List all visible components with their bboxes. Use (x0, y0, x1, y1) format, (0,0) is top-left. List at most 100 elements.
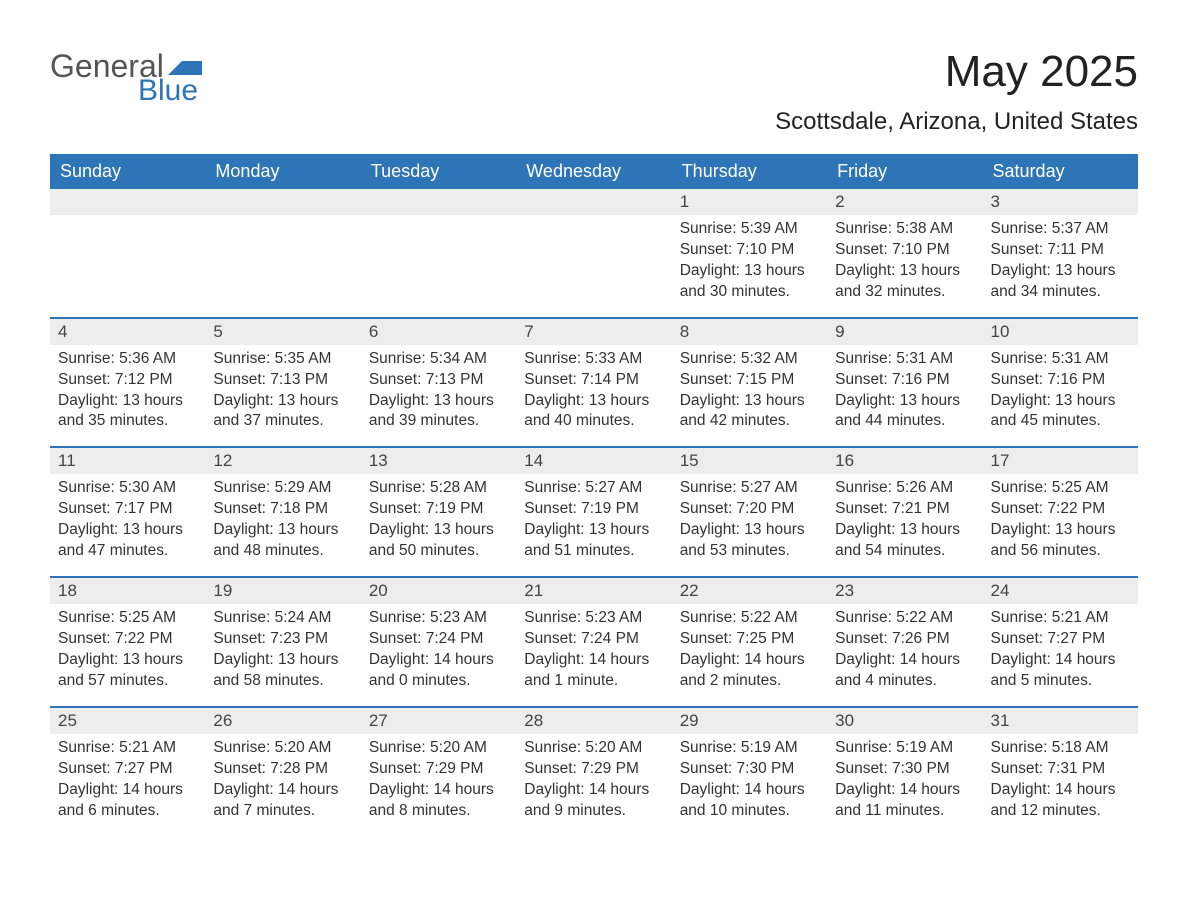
daylight-text: Daylight: 14 hours and 9 minutes. (524, 780, 663, 822)
day-number: 24 (991, 581, 1010, 600)
day-number: 29 (680, 711, 699, 730)
sunrise-text: Sunrise: 5:28 AM (369, 478, 508, 499)
calendar-cell: 27 Sunrise: 5:20 AMSunset: 7:29 PMDayligh… (361, 708, 516, 836)
day-number: 27 (369, 711, 388, 730)
day-number-row (205, 189, 360, 215)
sunset-text: Sunset: 7:29 PM (369, 759, 508, 780)
sunrise-text: Sunrise: 5:39 AM (680, 219, 819, 240)
calendar-cell: 28Sunrise: 5:20 AMSunset: 7:29 PMDayligh… (516, 708, 671, 836)
weekday-label: Monday (205, 154, 360, 189)
calendar-cell: 11 Sunrise: 5:30 AMSunset: 7:17 PMDayligh… (50, 448, 205, 576)
day-number: 25 (58, 711, 77, 730)
calendar-grid: Sunday Monday Tuesday Wednesday Thursday… (50, 154, 1138, 835)
weekday-label: Sunday (50, 154, 205, 189)
day-number: 16 (835, 451, 854, 470)
day-number: 31 (991, 711, 1010, 730)
sunset-text: Sunset: 7:17 PM (58, 499, 197, 520)
day-number: 15 (680, 451, 699, 470)
daylight-text: Daylight: 14 hours and 6 minutes. (58, 780, 197, 822)
day-number-row: 1 (672, 189, 827, 215)
calendar-cell: 21Sunrise: 5:23 AMSunset: 7:24 PMDayligh… (516, 578, 671, 706)
day-number-row: 29 (672, 708, 827, 734)
day-number-row: 22 (672, 578, 827, 604)
sunrise-text: Sunrise: 5:36 AM (58, 349, 197, 370)
day-number: 5 (213, 322, 222, 341)
calendar-cell (205, 189, 360, 317)
day-number-row: 17 (983, 448, 1138, 474)
calendar-cell: 7Sunrise: 5:33 AMSunset: 7:14 PMDaylight… (516, 319, 671, 447)
day-number: 22 (680, 581, 699, 600)
day-number-row: 7 (516, 319, 671, 345)
day-number-row: 12 (205, 448, 360, 474)
day-number: 12 (213, 451, 232, 470)
daylight-text: Daylight: 14 hours and 12 minutes. (991, 780, 1130, 822)
daylight-text: Daylight: 13 hours and 56 minutes. (991, 520, 1130, 562)
calendar-week: 4Sunrise: 5:36 AMSunset: 7:12 PMDaylight… (50, 317, 1138, 447)
day-number: 11 (58, 451, 76, 470)
day-number: 3 (991, 192, 1000, 211)
day-number: 4 (58, 322, 67, 341)
month-title: May 2025 (775, 50, 1138, 94)
calendar-cell: 2Sunrise: 5:38 AMSunset: 7:10 PMDaylight… (827, 189, 982, 317)
calendar-cell: 1Sunrise: 5:39 AMSunset: 7:10 PMDaylight… (672, 189, 827, 317)
logo-text-blue: Blue (138, 76, 202, 106)
daylight-text: Daylight: 13 hours and 39 minutes. (369, 391, 508, 433)
sunset-text: Sunset: 7:22 PM (58, 629, 197, 650)
sunset-text: Sunset: 7:28 PM (213, 759, 352, 780)
day-number-row (50, 189, 205, 215)
calendar-cell: 19Sunrise: 5:24 AMSunset: 7:23 PMDayligh… (205, 578, 360, 706)
weekday-label: Saturday (983, 154, 1138, 189)
daylight-text: Daylight: 13 hours and 57 minutes. (58, 650, 197, 692)
sunrise-text: Sunrise: 5:25 AM (58, 608, 197, 629)
daylight-text: Daylight: 14 hours and 10 minutes. (680, 780, 819, 822)
daylight-text: Daylight: 14 hours and 4 minutes. (835, 650, 974, 692)
day-number-row: 24 (983, 578, 1138, 604)
day-number-row: 23 (827, 578, 982, 604)
calendar-cell: 31Sunrise: 5:18 AMSunset: 7:31 PMDayligh… (983, 708, 1138, 836)
sunset-text: Sunset: 7:25 PM (680, 629, 819, 650)
sunrise-text: Sunrise: 5:24 AM (213, 608, 352, 629)
calendar-cell (361, 189, 516, 317)
daylight-text: Daylight: 13 hours and 47 minutes. (58, 520, 197, 562)
sunset-text: Sunset: 7:11 PM (991, 240, 1130, 261)
day-number: 30 (835, 711, 854, 730)
sunrise-text: Sunrise: 5:18 AM (991, 738, 1130, 759)
daylight-text: Daylight: 13 hours and 42 minutes. (680, 391, 819, 433)
weekday-label: Tuesday (361, 154, 516, 189)
sunset-text: Sunset: 7:15 PM (680, 370, 819, 391)
sunrise-text: Sunrise: 5:27 AM (524, 478, 663, 499)
day-number: 19 (213, 581, 232, 600)
daylight-text: Daylight: 13 hours and 53 minutes. (680, 520, 819, 562)
sunrise-text: Sunrise: 5:37 AM (991, 219, 1130, 240)
weekday-label: Thursday (672, 154, 827, 189)
calendar-cell: 26Sunrise: 5:20 AMSunset: 7:28 PMDayligh… (205, 708, 360, 836)
calendar-cell: 30Sunrise: 5:19 AMSunset: 7:30 PMDayligh… (827, 708, 982, 836)
sunrise-text: Sunrise: 5:27 AM (680, 478, 819, 499)
sunrise-text: Sunrise: 5:23 AM (524, 608, 663, 629)
daylight-text: Daylight: 14 hours and 5 minutes. (991, 650, 1130, 692)
day-number-row: 8 (672, 319, 827, 345)
sunrise-text: Sunrise: 5:30 AM (58, 478, 197, 499)
sunrise-text: Sunrise: 5:20 AM (369, 738, 508, 759)
calendar-cell: 14Sunrise: 5:27 AMSunset: 7:19 PMDayligh… (516, 448, 671, 576)
daylight-text: Daylight: 13 hours and 32 minutes. (835, 261, 974, 303)
day-number: 14 (524, 451, 543, 470)
sunrise-text: Sunrise: 5:26 AM (835, 478, 974, 499)
weekday-label: Wednesday (516, 154, 671, 189)
day-number: 8 (680, 322, 689, 341)
calendar-cell: 17Sunrise: 5:25 AMSunset: 7:22 PMDayligh… (983, 448, 1138, 576)
daylight-text: Daylight: 13 hours and 37 minutes. (213, 391, 352, 433)
sunrise-text: Sunrise: 5:34 AM (369, 349, 508, 370)
sunset-text: Sunset: 7:24 PM (369, 629, 508, 650)
day-number-row: 15 (672, 448, 827, 474)
sunrise-text: Sunrise: 5:31 AM (991, 349, 1130, 370)
daylight-text: Daylight: 13 hours and 44 minutes. (835, 391, 974, 433)
sunset-text: Sunset: 7:21 PM (835, 499, 974, 520)
calendar-cell: 24Sunrise: 5:21 AMSunset: 7:27 PMDayligh… (983, 578, 1138, 706)
daylight-text: Daylight: 14 hours and 2 minutes. (680, 650, 819, 692)
daylight-text: Daylight: 14 hours and 8 minutes. (369, 780, 508, 822)
location-label: Scottsdale, Arizona, United States (775, 108, 1138, 136)
day-number: 26 (213, 711, 232, 730)
day-number: 20 (369, 581, 388, 600)
day-number-row: 25 (50, 708, 205, 734)
